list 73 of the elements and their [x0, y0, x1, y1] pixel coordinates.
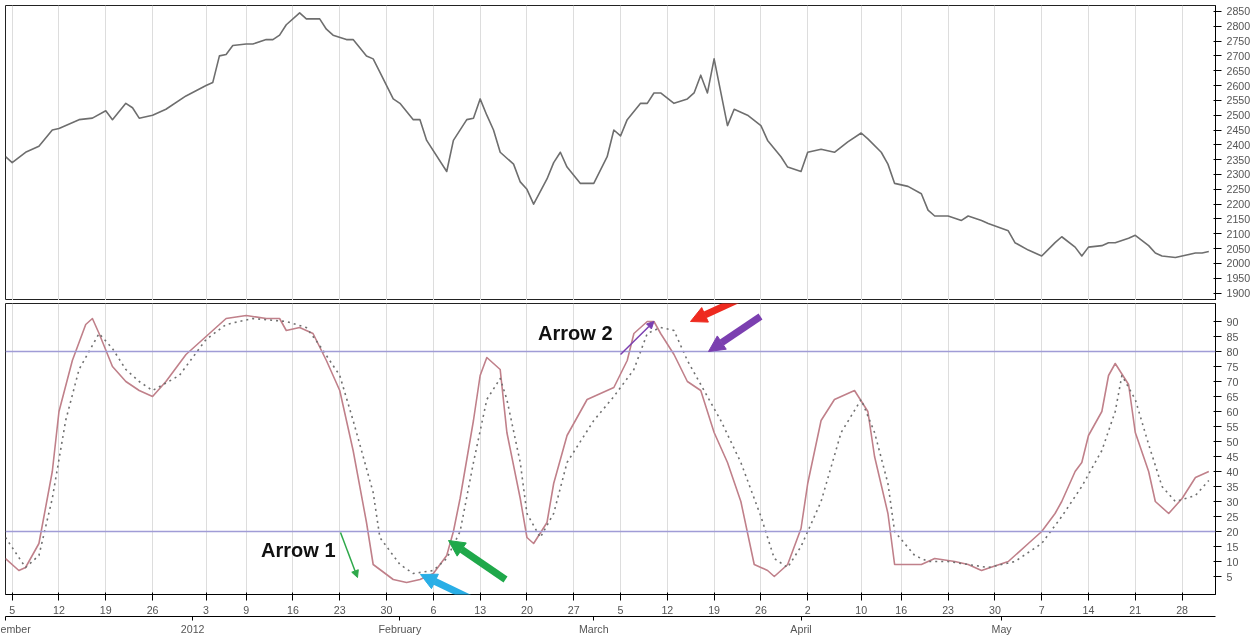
x-tick-label: 20	[521, 603, 533, 616]
x-tick-label: 12	[53, 603, 65, 616]
y-tick-label: 2800	[1226, 20, 1251, 33]
x-tick-label: 2	[804, 603, 811, 616]
x-tick-label: 30	[380, 603, 393, 616]
y-tick-label: 85	[1226, 330, 1239, 343]
x2-tick-label: May	[991, 622, 1013, 635]
x2-tick-label: ember	[0, 622, 32, 635]
y-tick-label: 70	[1226, 375, 1239, 388]
y-tick-label: 2600	[1226, 79, 1251, 92]
y-tick-label: 5	[1226, 570, 1233, 583]
x-tick-label: 16	[895, 603, 908, 616]
y-tick-label: 1950	[1226, 272, 1251, 285]
x-tick-label: 7	[1038, 603, 1045, 616]
x-tick-label: 26	[754, 603, 767, 616]
y-tick-label: 2200	[1226, 198, 1251, 211]
x-tick-label: 6	[430, 603, 437, 616]
x-tick-label: 12	[661, 603, 674, 616]
x-tick-label: 5	[9, 603, 16, 616]
x-tick-label: 23	[942, 603, 955, 616]
x2-tick-label: 2012	[180, 622, 205, 635]
y-tick-label: 30	[1226, 495, 1239, 508]
y-tick-label: 2300	[1226, 168, 1251, 181]
y-tick-label: 60	[1226, 405, 1239, 418]
y-tick-label: 55	[1226, 420, 1239, 433]
y-tick-label: 65	[1226, 390, 1239, 403]
y-tick-label: 2000	[1226, 257, 1251, 270]
y-tick-label: 90	[1226, 315, 1239, 328]
y-tick-label: 75	[1226, 360, 1239, 373]
y-tick-label: 2850	[1226, 5, 1251, 18]
y-tick-label: 2550	[1226, 94, 1251, 107]
y-tick-label: 2450	[1226, 124, 1251, 137]
x-tick-label: 10	[855, 603, 868, 616]
x2-tick-label: March	[578, 622, 609, 635]
x-tick-label: 19	[708, 603, 721, 616]
x-tick-label: 28	[1176, 603, 1189, 616]
y-tick-label: 2750	[1226, 35, 1251, 48]
y-tick-label: 15	[1226, 540, 1239, 553]
y-tick-label: 2150	[1226, 212, 1251, 225]
x-tick-label: 26	[146, 603, 159, 616]
annotation: Arrow 2	[538, 321, 613, 344]
x2-tick-label: February	[378, 622, 422, 635]
y-tick-label: 2650	[1226, 64, 1251, 77]
y-tick-label: 50	[1226, 435, 1239, 448]
y-tick-label: 2100	[1226, 227, 1251, 240]
x-tick-label: 13	[474, 603, 487, 616]
y-tick-label: 2500	[1226, 109, 1251, 122]
y-tick-label: 45	[1226, 450, 1239, 463]
y-tick-label: 2250	[1226, 183, 1251, 196]
y-tick-label: 25	[1226, 510, 1239, 523]
x-tick-label: 30	[988, 603, 1001, 616]
y-tick-label: 2350	[1226, 153, 1251, 166]
x-tick-label: 3	[203, 603, 210, 616]
line-series	[5, 12, 1210, 259]
x-tick-label: 16	[287, 603, 299, 616]
x-tick-label: 9	[243, 603, 250, 616]
annotation: Arrow 1	[261, 538, 336, 561]
y-tick-label: 2700	[1226, 49, 1251, 62]
x-tick-label: 27	[567, 603, 580, 616]
x-tick-label: 14	[1082, 603, 1095, 616]
x-tick-label: 5	[617, 603, 624, 616]
x-tick-label: 21	[1129, 603, 1142, 616]
y-tick-label: 40	[1226, 465, 1239, 478]
y-tick-label: 2050	[1226, 242, 1251, 255]
y-tick-label: 2400	[1226, 138, 1251, 151]
x-tick-label: 19	[99, 603, 112, 616]
y-tick-label: 35	[1226, 480, 1239, 493]
x-tick-label: 23	[333, 603, 346, 616]
y-tick-label: 1900	[1226, 287, 1251, 300]
y-tick-label: 80	[1226, 345, 1239, 358]
y-tick-label: 20	[1226, 525, 1239, 538]
y-tick-label: 10	[1226, 555, 1239, 568]
x2-tick-label: April	[790, 622, 812, 635]
